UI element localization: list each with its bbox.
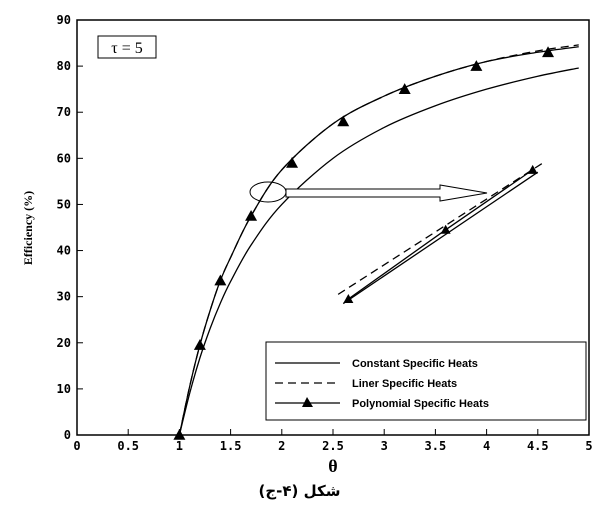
series-layer: [173, 44, 579, 440]
y-tick-label: 0: [64, 428, 71, 442]
efficiency-chart: 0 0.5 1 1.5 2 2.5 3 3.5 4 4.5 50102030405060708090…: [21, 13, 593, 476]
triangle-marker: [337, 115, 350, 127]
y-tick-label: 10: [57, 382, 71, 396]
triangle-marker: [398, 83, 411, 94]
annotation-box: [97, 35, 157, 59]
legend-box: [265, 341, 587, 421]
inset-triangle-marker: [527, 164, 538, 174]
inset-line-1: [342, 171, 539, 305]
x-axis-title: θ: [328, 456, 337, 476]
x-tick-label: 4.5: [527, 439, 549, 453]
triangle-marker: [286, 156, 299, 168]
triangle-marker: [173, 429, 186, 440]
triangle-marker: [193, 339, 206, 350]
figure-caption: شکل (۴-ج): [258, 482, 341, 500]
x-tick-label: 1: [176, 439, 183, 453]
legend-label-constant: Constant Specific Heats: [352, 358, 478, 370]
y-tick-label: 70: [57, 105, 71, 119]
y-tick-label: 30: [57, 290, 71, 304]
x-tick-label: 4: [483, 439, 490, 453]
x-tick-label: 3.5: [425, 439, 447, 453]
inset-triangle-marker: [343, 293, 354, 303]
y-tick-label: 40: [57, 244, 71, 258]
x-tick-label: 2.5: [322, 439, 344, 453]
x-tick-label: 3: [381, 439, 388, 453]
legend-label-liner: Liner Specific Heats: [352, 378, 457, 390]
triangle-marker: [542, 46, 555, 58]
y-tick-label: 90: [57, 13, 71, 27]
y-axis-title: Efficiency (%): [21, 191, 35, 265]
zoom-ellipse: [249, 181, 287, 203]
y-tick-label: 20: [57, 336, 71, 350]
triangle-marker: [245, 209, 258, 221]
y-tick-label: 80: [57, 59, 71, 73]
x-tick-label: 0: [73, 439, 80, 453]
y-tick-label: 50: [57, 197, 71, 211]
series-line-1: [178, 67, 579, 436]
inset-triangle-marker: [440, 224, 451, 234]
legend-marker-polynomial: [302, 397, 313, 407]
legend-label-polynomial: Polynomial Specific Heats: [352, 398, 489, 410]
y-tick-label: 60: [57, 151, 71, 165]
zoom-arrow: [285, 184, 488, 202]
x-tick-label: 5: [585, 439, 592, 453]
x-tick-label: 1.5: [220, 439, 242, 453]
triangle-marker: [214, 274, 227, 286]
legend: Constant Specific Heats Liner Specific H…: [265, 341, 587, 421]
inset-line-2: [337, 162, 544, 295]
triangle-marker: [470, 60, 483, 71]
x-tick-label: 2: [278, 439, 285, 453]
inset-layer: [337, 162, 544, 305]
x-tick-label: 0.5: [117, 439, 139, 453]
annotation-text: τ = 5: [111, 40, 142, 57]
